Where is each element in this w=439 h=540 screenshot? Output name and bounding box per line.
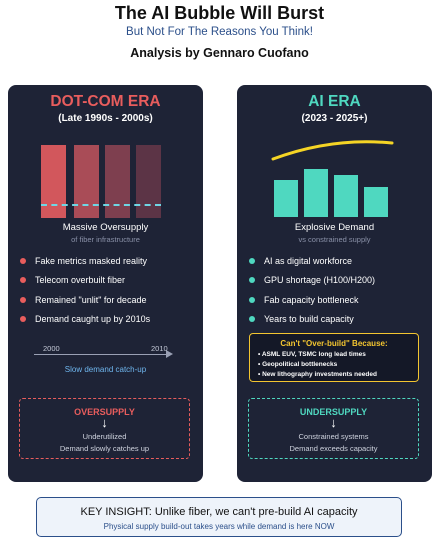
bullet-dot-icon xyxy=(249,316,255,323)
ai-title: AI ERA xyxy=(308,93,361,110)
bullet-text: Fab capacity bottleneck xyxy=(264,294,359,305)
bullet-text: Telecom overbuilt fiber xyxy=(35,275,126,286)
bullet-text: Years to build capacity xyxy=(264,314,354,325)
supply-bar-4 xyxy=(136,145,161,218)
list-item: Remained "unlit" for decade xyxy=(20,290,150,310)
arrow-down-icon: ↓ xyxy=(101,415,108,430)
list-item: Years to build capacity xyxy=(249,310,375,330)
list-item: Fake metrics masked reality xyxy=(20,251,150,271)
dotcom-panel: DOT-COM ERA (Late 1990s - 2000s) Massive… xyxy=(8,85,203,482)
demand-bar-3 xyxy=(334,175,358,217)
verdict-title: OVERSUPPLY xyxy=(74,407,135,417)
list-item: Fab capacity bottleneck xyxy=(249,290,375,310)
bullet-dot-icon xyxy=(20,316,26,323)
key-insight-subtext: Physical supply build-out takes years wh… xyxy=(103,522,335,531)
demand-bar-4 xyxy=(364,187,388,217)
supply-bar-3 xyxy=(105,145,130,218)
demand-level-line xyxy=(41,204,161,206)
list-item: • ASML EUV, TSMC long lead times xyxy=(258,351,366,358)
bullet-text: AI as digital workforce xyxy=(264,255,353,266)
bullet-dot-icon xyxy=(20,277,26,284)
oversupply-box: OVERSUPPLY ↓ Underutilized Demand slowly… xyxy=(19,398,190,459)
ai-chart-caption: Explosive Demand xyxy=(294,222,375,233)
bullet-text: GPU shortage (H100/H200) xyxy=(264,275,376,286)
demand-bar-1 xyxy=(274,180,298,217)
undersupply-box: UNDERSUPPLY ↓ Constrained systems Demand… xyxy=(248,398,419,459)
ai-chart-subcaption: vs constrained supply xyxy=(298,235,371,244)
ai-range: (2023 - 2025+) xyxy=(301,113,368,124)
dotcom-chart-subcaption: of fiber infrastructure xyxy=(71,235,140,244)
page-title: The AI Bubble Will Burst xyxy=(114,3,325,23)
bullet-dot-icon xyxy=(249,277,255,284)
timeline-line xyxy=(34,354,170,355)
bullet-text: Demand caught up by 2010s xyxy=(35,314,151,325)
constraints-box: Can't "Over-build" Because: • ASML EUV, … xyxy=(249,333,419,382)
bullet-dot-icon xyxy=(249,296,255,303)
supply-bar-2 xyxy=(74,145,99,218)
timeline-start-label: 2000 xyxy=(43,344,60,353)
bullet-dot-icon xyxy=(249,257,255,264)
list-item: Demand caught up by 2010s xyxy=(20,310,150,330)
timeline-end-label: 2010 xyxy=(151,344,168,353)
key-insight-box: KEY INSIGHT: Unlike fiber, we can't pre-… xyxy=(36,497,402,537)
constraints-list: • ASML EUV, TSMC long lead times • Geopo… xyxy=(258,350,377,380)
bullet-text: Fake metrics masked reality xyxy=(35,255,148,266)
ai-bullet-list: AI as digital workforce GPU shortage (H1… xyxy=(249,251,375,329)
arrow-right-icon xyxy=(166,350,173,358)
verdict-line-1: Underutilized xyxy=(82,432,127,441)
constraints-title: Can't "Over-build" Because: xyxy=(280,339,388,348)
dotcom-title: DOT-COM ERA xyxy=(50,93,161,110)
dotcom-chart-caption: Massive Oversupply xyxy=(62,222,149,233)
page-subtitle: But Not For The Reasons You Think! xyxy=(126,26,313,38)
verdict-line-2: Demand exceeds capacity xyxy=(289,444,378,453)
demand-bar-2 xyxy=(304,169,328,217)
list-item: Telecom overbuilt fiber xyxy=(20,271,150,291)
key-insight-text: KEY INSIGHT: Unlike fiber, we can't pre-… xyxy=(80,506,358,518)
bullet-dot-icon xyxy=(20,296,26,303)
demand-curve xyxy=(271,140,394,161)
dotcom-range: (Late 1990s - 2000s) xyxy=(58,113,153,124)
arrow-down-icon: ↓ xyxy=(330,415,337,430)
ai-panel: AI ERA (2023 - 2025+) Explosive Demand v… xyxy=(237,85,432,482)
verdict-title: UNDERSUPPLY xyxy=(299,407,368,417)
list-item: AI as digital workforce xyxy=(249,251,375,271)
dotcom-bullet-list: Fake metrics masked reality Telecom over… xyxy=(20,251,150,329)
verdict-line-1: Constrained systems xyxy=(298,432,369,441)
bullet-text: Remained "unlit" for decade xyxy=(35,294,147,305)
list-item: • New lithography investments needed xyxy=(258,371,377,378)
supply-bar-1 xyxy=(41,145,66,218)
list-item: • Geopolitical bottlenecks xyxy=(258,361,338,368)
bullet-dot-icon xyxy=(20,257,26,264)
timeline-caption: Slow demand catch-up xyxy=(64,365,147,374)
list-item: GPU shortage (H100/H200) xyxy=(249,271,375,291)
author-line: Analysis by Gennaro Cuofano xyxy=(130,46,309,60)
verdict-line-2: Demand slowly catches up xyxy=(59,444,150,453)
